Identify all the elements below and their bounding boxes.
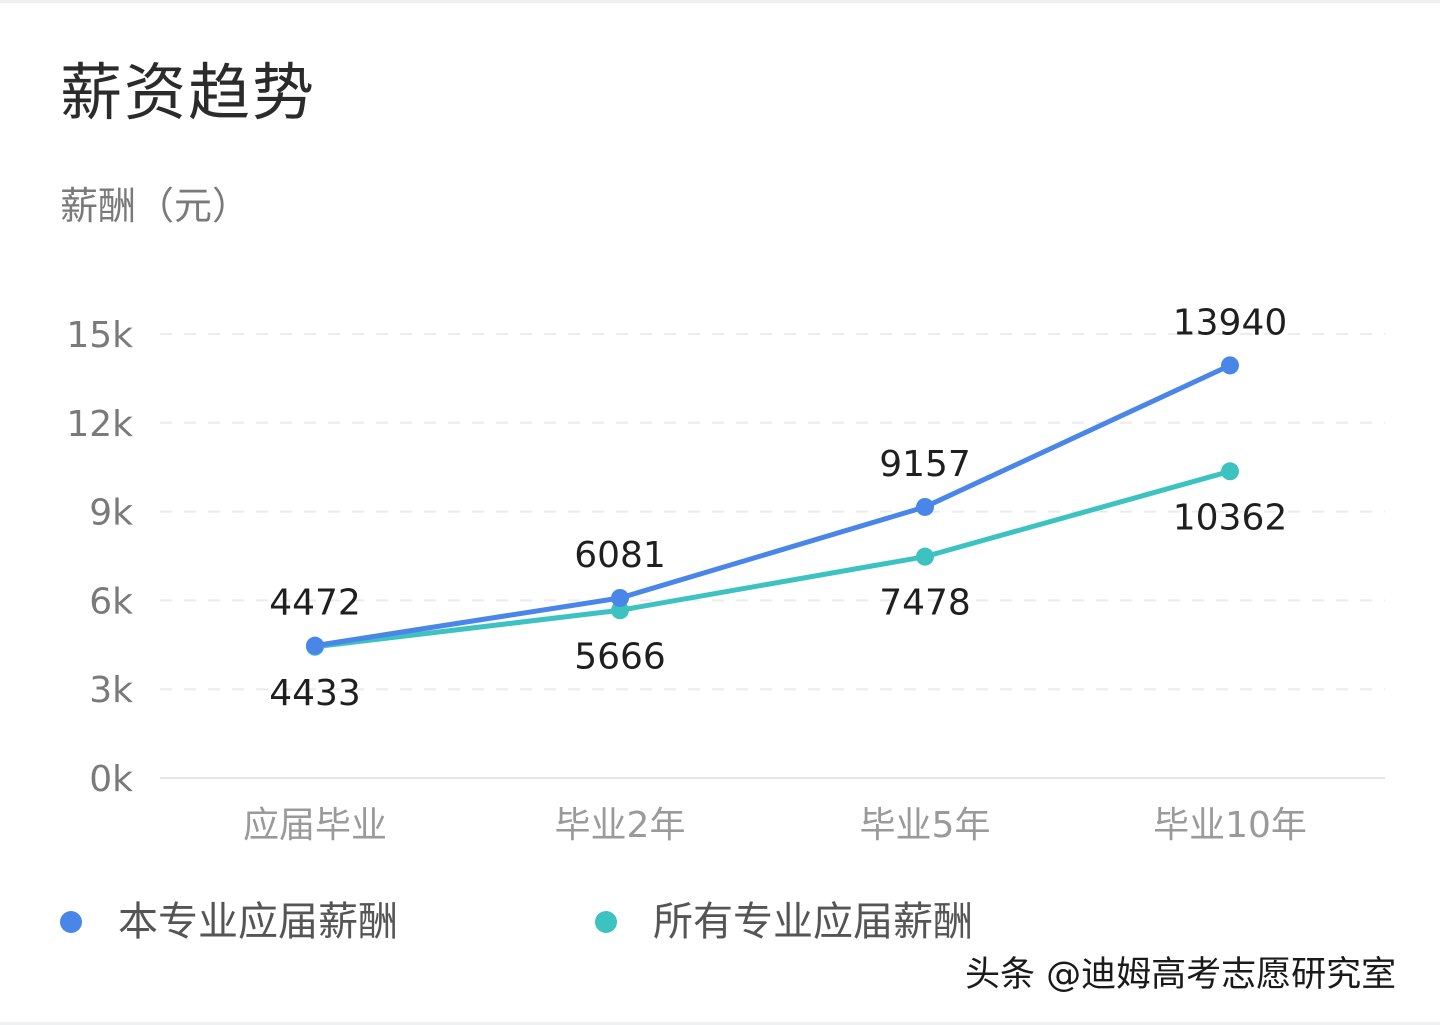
data-label: 7478 <box>879 583 971 624</box>
data-label: 13940 <box>1173 302 1288 343</box>
x-tick-label: 毕业5年 <box>860 805 991 846</box>
legend-item-major[interactable]: 本专业应届薪酬 <box>60 902 398 942</box>
watermark: 头条 @迪姆高考志愿研究室 <box>965 955 1397 995</box>
y-tick-label: 15k <box>66 315 133 356</box>
legend-label: 本专业应届薪酬 <box>118 899 398 945</box>
series-lines <box>312 362 1233 650</box>
data-point[interactable] <box>611 589 629 608</box>
y-axis-ticks: 0k 3k 6k 9k 12k 15k <box>66 315 133 800</box>
x-tick-label: 毕业2年 <box>555 805 686 846</box>
series-points <box>306 356 1239 656</box>
legend-marker-icon <box>60 911 82 933</box>
legend-item-all-majors[interactable]: 所有专业应届薪酬 <box>595 902 973 942</box>
data-label: 4472 <box>269 583 361 624</box>
data-point[interactable] <box>916 547 934 566</box>
bottom-border <box>0 1022 1440 1025</box>
legend-label: 所有专业应届薪酬 <box>653 899 973 945</box>
line-chart: 0k 3k 6k 9k 12k 15k 应届毕业 毕业2年 毕业5年 毕业10年 4472 608… <box>66 302 1385 846</box>
data-label: 4433 <box>269 673 361 714</box>
data-label: 6081 <box>574 535 666 576</box>
y-tick-label: 0k <box>89 759 133 800</box>
x-axis-ticks: 应届毕业 毕业2年 毕业5年 毕业10年 <box>243 805 1307 846</box>
data-label: 5666 <box>574 636 666 677</box>
top-border <box>0 0 1440 3</box>
grid-lines <box>160 333 1385 779</box>
y-tick-label: 9k <box>89 493 133 534</box>
data-labels: 4472 6081 9157 13940 4433 5666 7478 10362 <box>269 302 1287 713</box>
y-axis-label: 薪酬（元） <box>60 184 251 228</box>
data-label: 9157 <box>879 444 971 485</box>
legend-marker-icon <box>595 911 617 933</box>
x-tick-label: 应届毕业 <box>243 805 387 846</box>
chart-title: 薪资趋势 <box>60 56 317 129</box>
data-point[interactable] <box>1221 356 1239 375</box>
legend: 本专业应届薪酬 所有专业应届薪酬 <box>60 902 973 942</box>
data-label: 10362 <box>1173 497 1288 538</box>
data-point[interactable] <box>306 636 324 655</box>
y-tick-label: 3k <box>89 670 133 711</box>
y-tick-label: 12k <box>66 404 133 445</box>
y-tick-label: 6k <box>89 581 133 622</box>
data-point[interactable] <box>1221 462 1239 481</box>
data-point[interactable] <box>916 497 934 516</box>
series-line <box>312 468 1233 650</box>
series-line <box>312 362 1233 649</box>
x-tick-label: 毕业10年 <box>1153 805 1307 846</box>
